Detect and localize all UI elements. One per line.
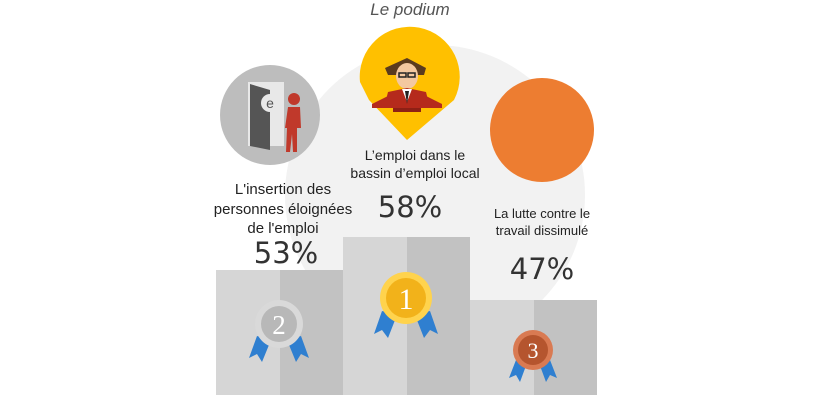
label-insertion-line-3: de l'emploi: [247, 220, 319, 237]
chart-title: Le podium: [370, 0, 450, 19]
value-emploi-local: 58%: [377, 190, 443, 224]
label-insertion-line-1: L'insertion des: [234, 181, 332, 198]
orange-circle-icon: [490, 78, 594, 182]
value-travail-dissimule: 47%: [509, 252, 575, 286]
rank-label-1: 1: [399, 283, 414, 316]
label-travail-dissimule-line-2: travail dissimulé: [495, 222, 589, 238]
rank-label-2: 2: [272, 310, 286, 340]
rank-label-3: 3: [528, 338, 539, 363]
door-exit-icon: e: [220, 65, 320, 165]
label-emploi-local-line-1: L’emploi dans le: [364, 147, 466, 163]
gold-medal-icon: 1: [374, 272, 438, 338]
label-emploi-local: L’emploi dans le bassin d’emploi local: [340, 146, 490, 182]
label-insertion: L'insertion des personnes éloignées de l…: [200, 180, 366, 239]
svg-text:e: e: [266, 95, 274, 111]
label-emploi-local-line-2: bassin d’emploi local: [350, 165, 480, 182]
value-insertion: 53%: [253, 236, 319, 270]
label-travail-dissimule-line-1: La lutte contre le: [493, 206, 591, 221]
bronze-medal-icon: 3: [509, 330, 557, 382]
businessman-icon: [359, 26, 460, 140]
label-insertion-line-2: personnes éloignées: [213, 200, 353, 218]
label-travail-dissimule: La lutte contre le travail dissimulé: [480, 206, 604, 240]
silver-medal-icon: 2: [249, 300, 309, 362]
